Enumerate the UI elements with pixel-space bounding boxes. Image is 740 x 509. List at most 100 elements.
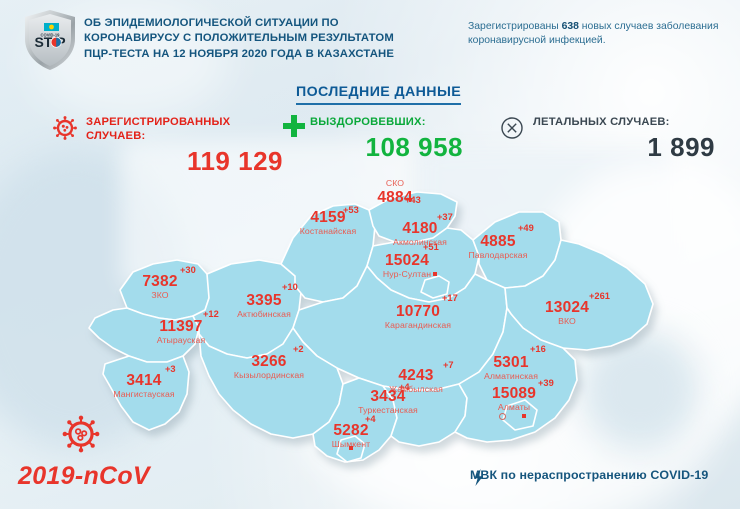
map-label-akmola: 4180 Акмолинская [393, 220, 447, 248]
map-label-pavlodar: 4885 Павлодарская [468, 233, 527, 261]
kazakhstan-map: СКО 4884 +43 4159 Костанайская +53 4180 … [55, 168, 695, 478]
plus-icon [283, 115, 305, 137]
region-zhambyl[interactable] [382, 383, 468, 447]
region-name-zhambyl: Жамбылская [389, 384, 443, 394]
region-value-kostanay: 4159 [310, 209, 346, 226]
map-label-atyrau: 11397 Атырауская [157, 318, 206, 346]
latest-data-heading: ПОСЛЕДНИЕ ДАННЫЕ [296, 84, 462, 105]
region-name-aktobe: Актюбинская [237, 309, 291, 319]
region-name-almaty-city: Алматы [497, 402, 531, 412]
region-value-atyrau: 11397 [159, 318, 203, 335]
map-label-kostanay: 4159 Костанайская [300, 209, 357, 237]
map-label-mangystau: 3414 Мангистауская [113, 372, 174, 400]
region-value-mangystau: 3414 [126, 372, 162, 389]
region-name-turkestan: Туркестанская [358, 405, 418, 415]
region-delta-almaty-city: +39 [538, 378, 554, 388]
region-delta-karaganda: +17 [442, 293, 458, 303]
region-name-akmola: Акмолинская [393, 237, 447, 247]
region-name-pavlodar: Павлодарская [468, 250, 528, 260]
page-title: ОБ ЭПИДЕМИОЛОГИЧЕСКОЙ СИТУАЦИИ ПО КОРОНА… [84, 17, 395, 60]
map-label-turkestan: 3434 Туркестанская [358, 388, 418, 416]
region-name-nursultan: Нур-Султан [382, 269, 432, 279]
region-value-sko: 4884 [377, 189, 413, 206]
region-nursultan-city[interactable] [420, 275, 450, 299]
region-name-zko: ЗКО [151, 290, 169, 300]
region-mangystau[interactable] [102, 355, 190, 431]
capital-marker-shymkent [349, 446, 353, 450]
stop-coronavirus-shield-logo: ST P COVID-19 [25, 10, 75, 70]
region-delta-kyzylorda: +2 [293, 344, 304, 354]
region-delta-pavlodar: +49 [518, 223, 534, 233]
capital-marker-almaty [522, 414, 526, 418]
map-label-almaty-city: 15089 Алматы [492, 385, 536, 413]
map-label-karaganda: 10770 Карагандинская [385, 303, 451, 331]
intro-suffix: новых случаев заболевания коронавирусной… [468, 21, 719, 46]
region-value-turkestan: 3434 [370, 388, 406, 405]
region-value-vko: 13024 [544, 299, 590, 316]
circle-x-icon [501, 117, 523, 139]
mvk-label: МВК по нераспространению COVID-19 [470, 468, 709, 482]
region-delta-atyrau: +12 [203, 309, 219, 319]
capital-marker-nursultan [433, 272, 437, 276]
region-almaty-city[interactable] [502, 399, 538, 431]
header: ST P COVID-19 ОБ ЭПИДЕМИОЛОГИЧЕСКОЙ СИТУ… [0, 0, 740, 78]
region-delta-sko: +43 [405, 195, 421, 205]
region-value-almaty-oblast: 5301 [493, 354, 529, 371]
region-almaty-oblast[interactable] [454, 307, 578, 443]
region-delta-kostanay: +53 [343, 205, 359, 215]
region-delta-zhambyl: +7 [443, 360, 454, 370]
stat-recovered-label: ВЫЗДОРОВЕВШИХ: [310, 116, 426, 128]
region-delta-shymkent: +4 [365, 414, 376, 424]
region-delta-aktobe: +10 [282, 282, 298, 292]
region-delta-turkestan: +4 [399, 382, 410, 392]
region-value-pavlodar: 4885 [480, 233, 516, 250]
region-name-almaty-oblast: Алматинская [483, 371, 539, 381]
virus-icon [53, 116, 77, 140]
map-label-nursultan: 15024 Нур-Султан [383, 252, 431, 280]
region-value-zko: 7382 [142, 273, 178, 290]
map-label-aktobe: 3395 Актюбинская [237, 292, 291, 320]
intro-new-cases-number: 638 [561, 21, 579, 32]
region-value-almaty-city: 15089 [491, 385, 537, 402]
region-name-kyzylorda: Кызылординская [233, 370, 305, 380]
stat-registered-label: ЗАРЕГИСТРИРОВАННЫХ СЛУЧАЕВ: [86, 116, 231, 142]
stat-registered-value: 119 129 [186, 146, 283, 176]
map-label-kyzylorda: 3266 Кызылординская [234, 353, 304, 381]
region-value-shymkent: 5282 [333, 422, 369, 439]
region-delta-almaty-oblast: +16 [530, 344, 546, 354]
stat-deaths: ЛЕТАЛЬНЫХ СЛУЧАЕВ: 1 899 [500, 115, 715, 162]
region-name-vko: ВКО [558, 316, 576, 326]
region-name-shymkent: Шымкент [331, 439, 371, 449]
map-label-zhambyl: 4243 Жамбылская [389, 367, 443, 395]
region-name-atyrau: Атырауская [156, 335, 206, 345]
stat-recovered: ВЫЗДОРОВЕВШИХ: 108 958 [283, 115, 473, 162]
region-name-sko: СКО [385, 178, 405, 188]
region-value-karaganda: 10770 [395, 303, 441, 320]
region-delta-akmola: +37 [437, 212, 453, 222]
virus-icon [62, 415, 100, 453]
region-delta-zko: +30 [180, 265, 196, 275]
map-label-sko: СКО 4884 [377, 178, 412, 206]
region-delta-mangystau: +3 [165, 364, 176, 374]
map-label-shymkent: 5282 Шымкент [332, 422, 370, 450]
stat-deaths-value: 1 899 [647, 132, 715, 162]
region-delta-vko: +261 [589, 291, 610, 301]
intro-prefix: Зарегистрированы [468, 21, 562, 32]
stat-deaths-label: ЛЕТАЛЬНЫХ СЛУЧАЕВ: [533, 116, 670, 128]
svg-text:COVID-19: COVID-19 [41, 33, 61, 38]
stat-recovered-value: 108 958 [365, 132, 463, 162]
intro-text: Зарегистрированы 638 новых случаев забол… [468, 20, 726, 48]
region-value-nursultan: 15024 [384, 252, 430, 269]
region-name-karaganda: Карагандинская [384, 320, 452, 330]
region-name-mangystau: Мангистауская [113, 389, 175, 399]
region-value-kyzylorda: 3266 [251, 353, 287, 370]
region-value-aktobe: 3395 [246, 292, 282, 309]
lightning-bolt-icon [474, 469, 483, 486]
region-atyrau[interactable] [88, 307, 200, 363]
ncov-label: 2019-nCoV [18, 462, 150, 490]
region-value-zhambyl: 4243 [398, 367, 434, 384]
city-marker-ring-almaty [499, 413, 506, 420]
map-label-vko: 13024 ВКО [545, 299, 589, 327]
stat-registered-cases: ЗАРЕГИСТРИРОВАННЫХ СЛУЧАЕВ: 119 129 [53, 115, 283, 176]
